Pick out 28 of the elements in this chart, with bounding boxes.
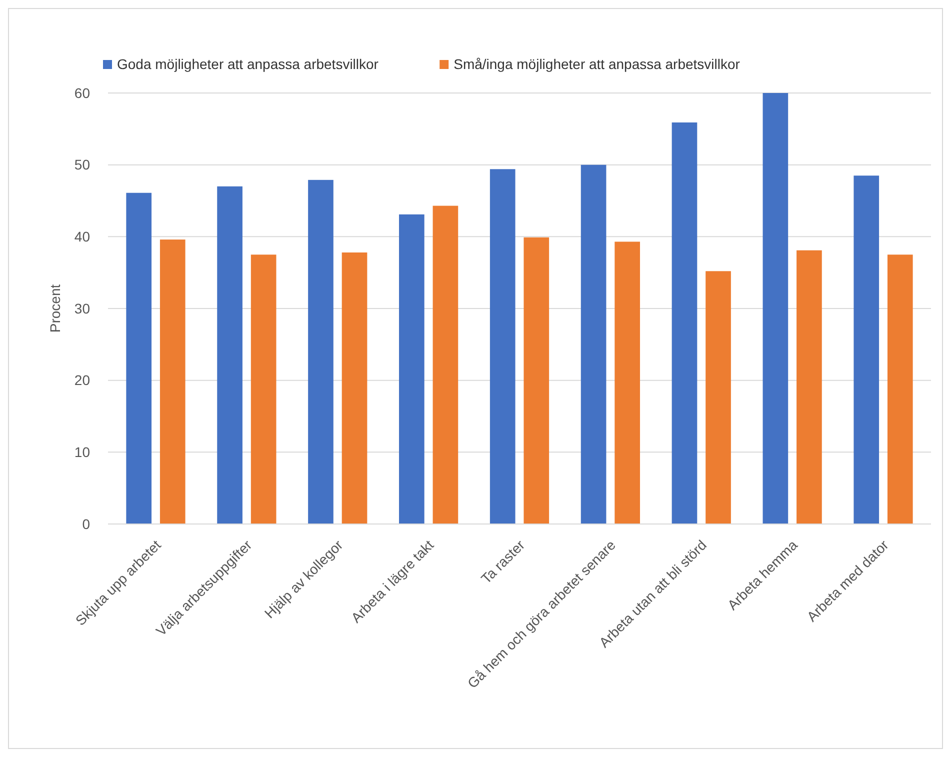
bar	[217, 186, 242, 524]
y-tick-label: 40	[74, 228, 90, 245]
y-axis-title: Procent	[47, 284, 63, 333]
y-tick-label: 50	[74, 156, 90, 173]
bar	[706, 271, 731, 524]
bar	[580, 164, 606, 524]
bar	[126, 192, 152, 524]
bar	[399, 214, 424, 524]
legend-label: Små/inga möjligheter att anpassa arbetsvillkor	[454, 56, 740, 72]
bar	[432, 206, 458, 524]
bar	[524, 237, 550, 524]
legend-label: Goda möjligheter att anpassa arbetsvillkor	[117, 56, 379, 72]
bar	[854, 176, 880, 524]
y-tick-label: 10	[74, 444, 90, 460]
bar	[250, 254, 276, 524]
bar	[614, 242, 640, 524]
y-tick-label: 30	[74, 300, 90, 316]
y-tick-label: 0	[82, 516, 90, 532]
bar	[490, 169, 516, 524]
bar	[887, 254, 913, 524]
y-tick-label: 60	[74, 84, 90, 101]
bar	[796, 250, 822, 524]
bar	[762, 93, 788, 524]
y-tick-label: 20	[74, 372, 90, 388]
bar	[672, 122, 698, 524]
bar	[308, 180, 334, 524]
bar	[160, 240, 186, 524]
bar	[342, 252, 368, 524]
